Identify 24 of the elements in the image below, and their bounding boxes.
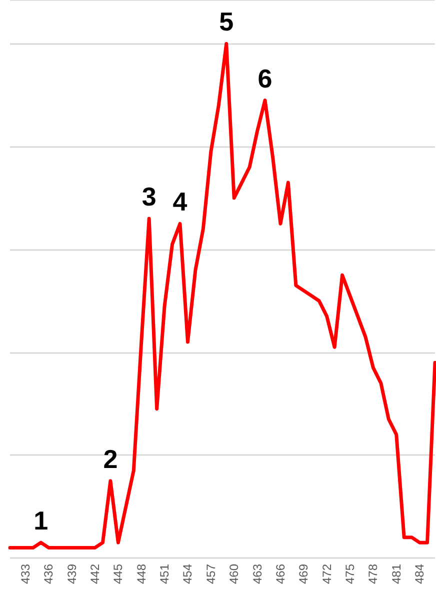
x-tick-label: 460 <box>227 564 242 584</box>
x-tick-label: 469 <box>296 564 311 584</box>
x-tick-label: 454 <box>180 564 195 584</box>
annotation: 2 <box>103 444 118 474</box>
x-tick-label: 466 <box>273 564 288 584</box>
annotation: 5 <box>219 6 234 37</box>
annotation: 4 <box>172 186 188 217</box>
x-tick-label: 475 <box>343 564 357 584</box>
annotation: 1 <box>34 506 48 536</box>
x-tick-label: 484 <box>412 564 427 584</box>
x-tick-label: 442 <box>88 564 102 584</box>
x-tick-label: 457 <box>204 564 218 584</box>
x-tick-label: 451 <box>158 564 172 584</box>
x-tick-label: 472 <box>320 564 334 584</box>
annotation: 3 <box>142 182 156 212</box>
x-tick-label: 439 <box>64 564 79 584</box>
x-tick-label: 481 <box>389 564 404 584</box>
x-tick-label: 448 <box>134 564 148 584</box>
x-tick-label: 433 <box>18 564 32 584</box>
x-tick-label: 445 <box>111 564 126 584</box>
annotation: 6 <box>258 63 272 94</box>
x-tick-label: 436 <box>42 564 56 584</box>
x-tick-label: 463 <box>250 564 264 584</box>
x-tick-label: 478 <box>366 564 380 584</box>
